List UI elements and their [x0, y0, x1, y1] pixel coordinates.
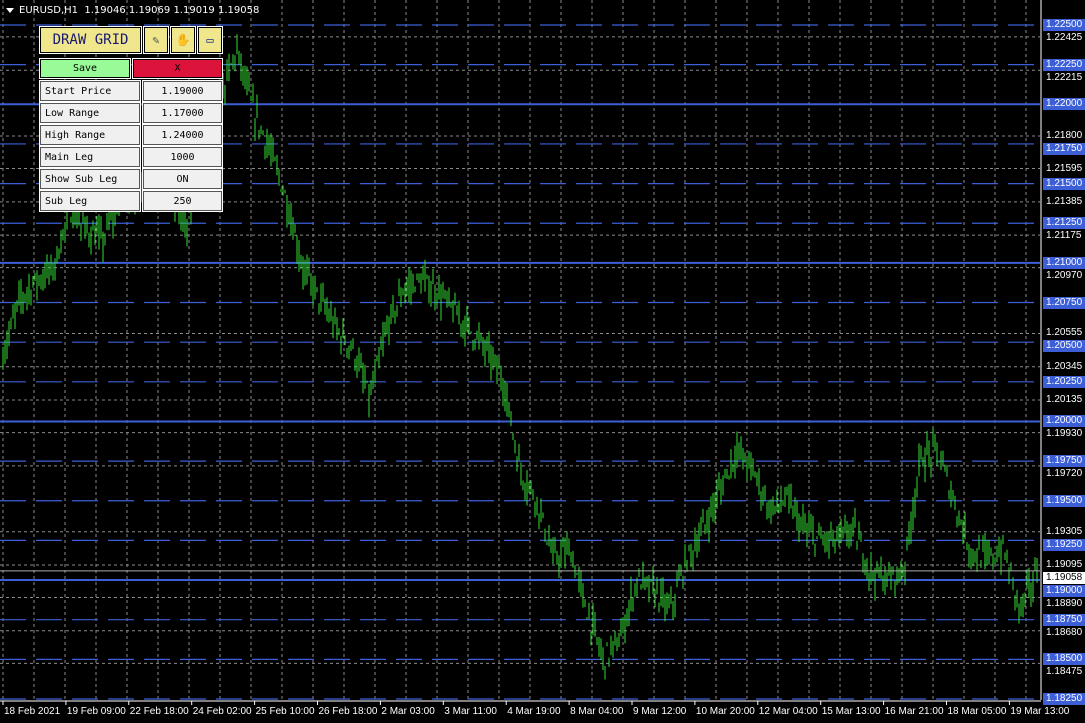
- price-tick: 1.20555: [1046, 327, 1083, 339]
- grid-level-label: 1.21500: [1043, 177, 1085, 190]
- grid-level-label: 1.18750: [1043, 613, 1085, 626]
- time-label: 12 Mar 04:00: [758, 706, 818, 717]
- price-tick: 1.20345: [1046, 360, 1083, 372]
- grid-level-label: 1.21750: [1043, 143, 1085, 155]
- price-tick: 1.18890: [1046, 597, 1083, 609]
- grid-level-label: 1.21250: [1043, 217, 1085, 230]
- computer-icon: ▭: [206, 33, 214, 47]
- grid-level-label: 1.19750: [1043, 455, 1085, 468]
- draw-grid-button[interactable]: DRAW GRID: [39, 26, 142, 54]
- grid-level-label: 1.18250: [1043, 693, 1085, 705]
- field-label: Start Price: [39, 80, 141, 102]
- grid-level-label: 1.19000: [1043, 584, 1085, 597]
- time-label: 18 Feb 2021: [4, 706, 61, 717]
- save-button[interactable]: Save: [39, 58, 131, 79]
- field-value-input[interactable]: ON: [142, 168, 223, 190]
- field-value-input[interactable]: 1.17000: [142, 102, 223, 124]
- field-label: Sub Leg: [39, 190, 141, 212]
- grid-level-label: 1.19250: [1043, 538, 1085, 551]
- pencil-icon: ✎: [152, 33, 160, 47]
- grid-level-label: 1.18500: [1043, 653, 1085, 666]
- time-label: 24 Feb 02:00: [192, 706, 252, 717]
- time-label: 4 Mar 19:00: [507, 706, 561, 717]
- time-label: 18 Mar 05:00: [947, 706, 1007, 717]
- pencil-button[interactable]: ✎: [143, 26, 169, 54]
- time-label: 16 Mar 21:00: [884, 706, 944, 717]
- time-label: 15 Mar 13:00: [821, 706, 881, 717]
- price-tick: 1.18680: [1046, 626, 1083, 638]
- price-tick: 1.22215: [1046, 71, 1083, 83]
- price-tick: 1.19720: [1046, 468, 1083, 480]
- computer-button[interactable]: ▭: [197, 26, 223, 54]
- close-button[interactable]: X: [132, 58, 223, 79]
- price-tick: 1.21595: [1046, 162, 1083, 174]
- time-label: 22 Feb 18:00: [129, 706, 189, 717]
- price-tick: 1.21800: [1046, 130, 1083, 141]
- grid-level-label: 1.22500: [1043, 19, 1085, 31]
- dropdown-triangle-icon[interactable]: [6, 7, 14, 13]
- field-label: Main Leg: [39, 146, 141, 168]
- chart-title: EURUSD,H1 1.19046 1.19069 1.19019 1.1905…: [6, 5, 259, 16]
- field-label: High Range: [39, 124, 141, 146]
- grid-level-label: 1.19500: [1043, 494, 1085, 507]
- price-tick: 1.18475: [1046, 666, 1083, 678]
- current-price-label: 1.19058: [1043, 571, 1085, 584]
- price-tick: 1.19305: [1046, 525, 1083, 537]
- hand-button[interactable]: ✋: [170, 26, 196, 54]
- ohlc-values: 1.19046 1.19069 1.19019 1.19058: [84, 5, 260, 16]
- time-label: 8 Mar 04:00: [570, 706, 624, 717]
- field-value-input[interactable]: 250: [142, 190, 223, 212]
- field-label: Show Sub Leg: [39, 168, 141, 190]
- field-value-input[interactable]: 1.19000: [142, 80, 223, 102]
- time-label: 19 Mar 13:00: [1010, 706, 1070, 717]
- price-tick: 1.20135: [1046, 394, 1083, 406]
- time-label: 3 Mar 11:00: [444, 706, 497, 717]
- grid-level-label: 1.22000: [1043, 98, 1085, 111]
- time-label: 10 Mar 20:00: [695, 706, 755, 717]
- hand-icon: ✋: [175, 33, 191, 47]
- grid-level-label: 1.22250: [1043, 58, 1085, 71]
- time-label: 25 Feb 10:00: [255, 706, 315, 717]
- time-label: 19 Feb 09:00: [66, 706, 126, 717]
- price-tick: 1.22425: [1046, 32, 1083, 43]
- field-label: Low Range: [39, 102, 141, 124]
- grid-level-label: 1.20500: [1043, 340, 1085, 353]
- price-tick: 1.21175: [1046, 230, 1082, 242]
- time-label: 9 Mar 12:00: [633, 706, 687, 717]
- grid-level-label: 1.21000: [1043, 256, 1085, 269]
- price-tick: 1.20970: [1046, 269, 1083, 281]
- symbol-label: EURUSD,H1: [19, 5, 79, 16]
- grid-level-label: 1.20750: [1043, 296, 1085, 309]
- field-value-input[interactable]: 1000: [142, 146, 223, 168]
- price-tick: 1.19095: [1046, 558, 1083, 570]
- time-label: 2 Mar 03:00: [381, 706, 435, 717]
- grid-level-label: 1.20000: [1043, 415, 1085, 428]
- price-tick: 1.19930: [1046, 428, 1083, 440]
- time-label: 26 Feb 18:00: [318, 706, 378, 717]
- grid-level-label: 1.20250: [1043, 375, 1085, 388]
- field-value-input[interactable]: 1.24000: [142, 124, 223, 146]
- price-tick: 1.21385: [1046, 195, 1083, 207]
